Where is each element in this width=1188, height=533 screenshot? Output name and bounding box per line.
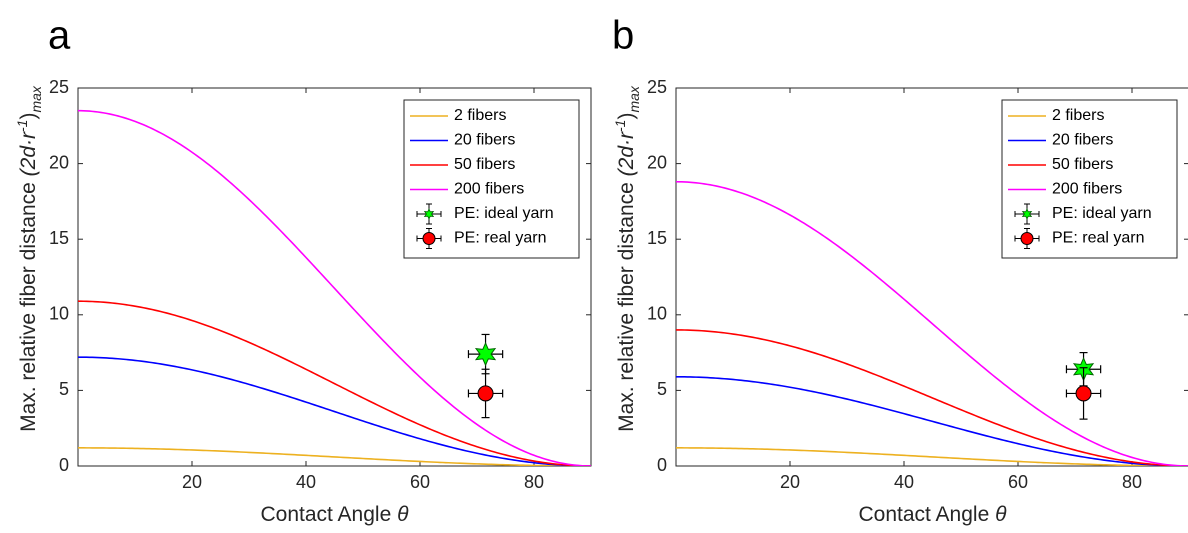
x-axis-label-symbol: θ [995, 503, 1007, 526]
series-line-50-fibers [676, 329, 1188, 466]
x-axis-label-text: Contact Angle [261, 503, 398, 526]
legend-label: 50 fibers [454, 156, 515, 173]
x-tick-label: 40 [296, 472, 316, 492]
x-axis-label-symbol: θ [397, 503, 409, 526]
legend-label: 50 fibers [1052, 156, 1113, 173]
x-axis-label-text: Contact Angle [859, 503, 996, 526]
x-tick-label: 40 [894, 472, 914, 492]
y-tick-label: 10 [49, 304, 69, 324]
ideal-yarn-point [474, 341, 497, 367]
legend-label: 200 fibers [1052, 181, 1122, 198]
y-tick-label: 25 [49, 77, 69, 97]
x-tick-label: 20 [182, 472, 202, 492]
y-tick-label: 0 [657, 455, 667, 475]
x-tick-label: 60 [1008, 472, 1028, 492]
series-group [676, 180, 1188, 466]
real-yarn-point [477, 385, 494, 402]
y-axis-label: Max. relative fiber distance (2d·r-1)max [612, 85, 642, 432]
legend-label: 2 fibers [1052, 107, 1104, 124]
y-tick-label: 25 [647, 77, 667, 97]
y-axis-label-sub: max [626, 85, 642, 112]
panel-label: a [48, 14, 71, 58]
legend-real-yarn-marker [422, 232, 436, 245]
y-tick-label: 15 [49, 228, 69, 248]
series-group [78, 109, 591, 466]
y-tick-label: 0 [59, 455, 69, 475]
y-tick-label: 15 [647, 228, 667, 248]
y-axis-label-text: Max. relative fiber distance [615, 176, 638, 432]
y-axis-label-expr: (2d·r [615, 131, 638, 176]
x-axis-label: Contact Angle θ [261, 503, 410, 526]
y-axis-label-close: ) [615, 113, 638, 120]
panel-label: b [612, 14, 634, 58]
x-axis-label: Contact Angle θ [859, 503, 1008, 526]
x-tick-label: 20 [780, 472, 800, 492]
chart-panel-a: a 0 5 10 15 20 25 20 40 60 80 Contact Angle θ Max. r… [14, 14, 592, 526]
legend-label: 200 fibers [454, 181, 524, 198]
y-axis-label: Max. relative fiber distance (2d·r-1)max [14, 85, 44, 432]
chart-panel-b: b 0 5 10 15 20 25 20 40 60 80 Contact Angle θ Max. r… [612, 14, 1188, 526]
x-tick-label: 80 [524, 472, 544, 492]
y-tick-label: 10 [647, 304, 667, 324]
y-tick-label: 5 [59, 379, 69, 399]
legend-label: PE: ideal yarn [1052, 205, 1152, 222]
legend-box [403, 99, 580, 259]
series-line-200-fibers [78, 109, 591, 466]
legend-ideal-yarn-marker [1021, 208, 1033, 220]
legend-real-yarn-marker [1020, 232, 1034, 245]
series-line-20-fibers [676, 375, 1188, 466]
y-axis-label-sub: max [28, 85, 44, 112]
series-line-200-fibers [676, 180, 1188, 466]
y-tick-label: 20 [49, 152, 69, 172]
legend-label: PE: real yarn [1052, 230, 1144, 247]
legend-label: 20 fibers [454, 132, 515, 149]
series-line-50-fibers [78, 300, 591, 466]
legend-ideal-yarn-marker [423, 208, 435, 220]
series-line-20-fibers [78, 356, 591, 466]
series-line-2-fibers [676, 447, 1188, 466]
x-tick-label: 60 [410, 472, 430, 492]
y-axis-label-sup: -1 [612, 120, 628, 132]
legend-label: 2 fibers [454, 107, 506, 124]
y-axis-label-sup: -1 [14, 120, 30, 132]
legend-label: PE: ideal yarn [454, 205, 554, 222]
y-axis-label-text: Max. relative fiber distance [17, 176, 40, 432]
y-tick-label: 5 [657, 379, 667, 399]
legend-box [1001, 99, 1178, 259]
legend-label: PE: real yarn [454, 230, 546, 247]
y-axis-label-close: ) [17, 113, 40, 120]
real-yarn-point [1075, 385, 1092, 402]
y-axis-label-expr: (2d·r [17, 131, 40, 176]
x-tick-label: 80 [1122, 472, 1142, 492]
legend-label: 20 fibers [1052, 132, 1113, 149]
series-line-2-fibers [78, 447, 591, 466]
y-tick-label: 20 [647, 152, 667, 172]
